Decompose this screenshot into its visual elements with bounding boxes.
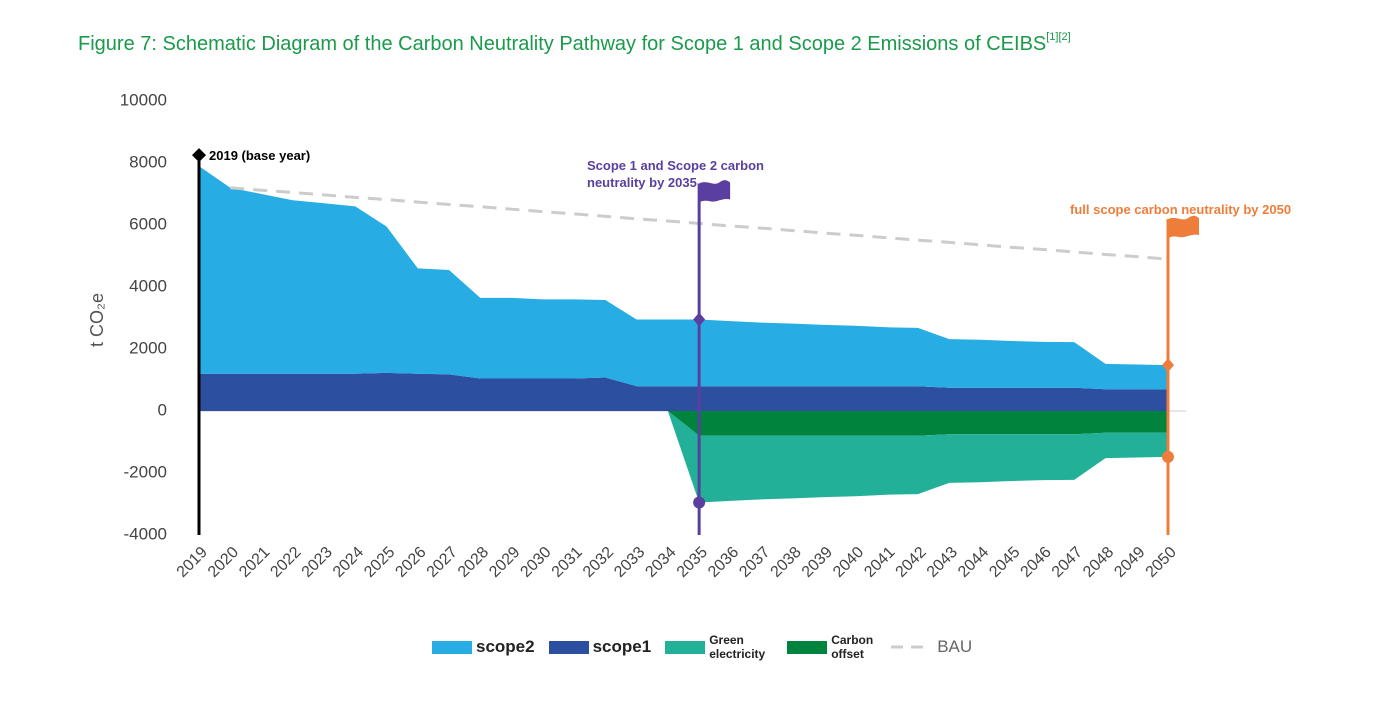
x-tick-label: 2022 xyxy=(267,544,304,581)
x-tick-label: 2045 xyxy=(986,544,1023,581)
x-tick-label: 2049 xyxy=(1111,544,1148,581)
x-tick-label: 2025 xyxy=(361,544,398,581)
y-tick-label: 6000 xyxy=(129,214,167,233)
x-tick-label: 2040 xyxy=(830,544,867,581)
x-tick-label: 2034 xyxy=(642,544,679,581)
milestone-flag xyxy=(1168,215,1199,239)
legend-label: scope2 xyxy=(476,637,535,656)
x-tick-label: 2048 xyxy=(1080,544,1117,581)
x-tick-label: 2042 xyxy=(893,544,930,581)
y-tick-label: 0 xyxy=(158,400,167,419)
y-tick-label: 8000 xyxy=(129,152,167,171)
x-tick-label: 2030 xyxy=(517,544,554,581)
y-tick-label: 10000 xyxy=(120,90,167,109)
x-tick-label: 2043 xyxy=(924,544,961,581)
x-tick-label: 2044 xyxy=(955,544,992,581)
x-tick-label: 2036 xyxy=(705,544,742,581)
x-tick-label: 2050 xyxy=(1143,544,1180,581)
legend-item: BAU xyxy=(891,637,972,657)
legend-label: BAU xyxy=(937,637,973,656)
x-tick-label: 2021 xyxy=(236,544,273,581)
x-tick-label: 2038 xyxy=(768,544,805,581)
legend-swatch xyxy=(891,645,932,649)
y-axis-label: t CO₂e xyxy=(87,293,107,347)
areas xyxy=(199,166,1168,503)
x-tick-label: 2028 xyxy=(455,544,492,581)
x-tick-label: 2039 xyxy=(799,544,836,581)
y-tick-label: -2000 xyxy=(124,462,167,481)
x-tick-label: 2035 xyxy=(674,544,711,581)
x-tick-label: 2026 xyxy=(392,544,429,581)
milestone-diamond xyxy=(1162,358,1174,373)
x-tick-label: 2027 xyxy=(424,544,461,581)
x-tick-label: 2024 xyxy=(330,544,367,581)
x-tick-label: 2023 xyxy=(299,544,336,581)
x-tick-label: 2047 xyxy=(1049,544,1086,581)
legend-item: scope2 xyxy=(432,637,535,657)
legend-swatch xyxy=(787,640,828,654)
legend-item: scope1 xyxy=(548,637,652,657)
x-tick-label: 2046 xyxy=(1018,544,1055,581)
legend-label: Green electricity xyxy=(709,633,766,661)
milestone-circle xyxy=(693,496,706,509)
x-tick-label: 2029 xyxy=(486,544,523,581)
area xyxy=(667,411,1168,503)
area xyxy=(667,411,1168,436)
title-superscript: [1][2] xyxy=(1046,31,1070,43)
legend-swatch xyxy=(665,640,706,654)
x-tick-label: 2031 xyxy=(549,544,586,581)
y-tick-label: 4000 xyxy=(129,276,167,295)
x-tick-label: 2019 xyxy=(174,544,211,581)
area xyxy=(199,166,1168,390)
milestone-diamond xyxy=(192,148,206,163)
milestone-circle xyxy=(1162,450,1174,463)
title-text: Figure 7: Schematic Diagram of the Carbo… xyxy=(78,33,1046,55)
annotation: full scope carbon neutrality by 2050 xyxy=(1070,202,1292,217)
x-tick-label: 2041 xyxy=(861,544,898,581)
legend-item: Carbon offset xyxy=(787,633,877,661)
milestone-flag xyxy=(699,180,731,203)
x-tick-label: 2033 xyxy=(611,544,648,581)
area xyxy=(199,372,1168,411)
chart-title: Figure 7: Schematic Diagram of the Carbo… xyxy=(78,31,1071,55)
y-tick-label: 2000 xyxy=(129,338,167,357)
y-tick-label: -4000 xyxy=(124,524,167,543)
x-tick-label: 2037 xyxy=(736,544,773,581)
legend-label: Carbon offset xyxy=(831,633,874,661)
milestone-diamond xyxy=(693,312,706,327)
legend-swatch xyxy=(548,640,589,654)
annotation: Scope 1 and Scope 2 carbon neutrality by… xyxy=(587,158,764,190)
legend-label: scope1 xyxy=(592,637,652,656)
legend: scope2 scope1 Green electricity Carbon offs… xyxy=(432,633,986,661)
legend-swatch xyxy=(432,640,472,654)
annotation: 2019 (base year) xyxy=(209,148,311,163)
legend-item: Green electricity xyxy=(665,633,773,661)
x-tick-label: 2032 xyxy=(580,544,617,581)
x-tick-label: 2020 xyxy=(205,544,242,581)
